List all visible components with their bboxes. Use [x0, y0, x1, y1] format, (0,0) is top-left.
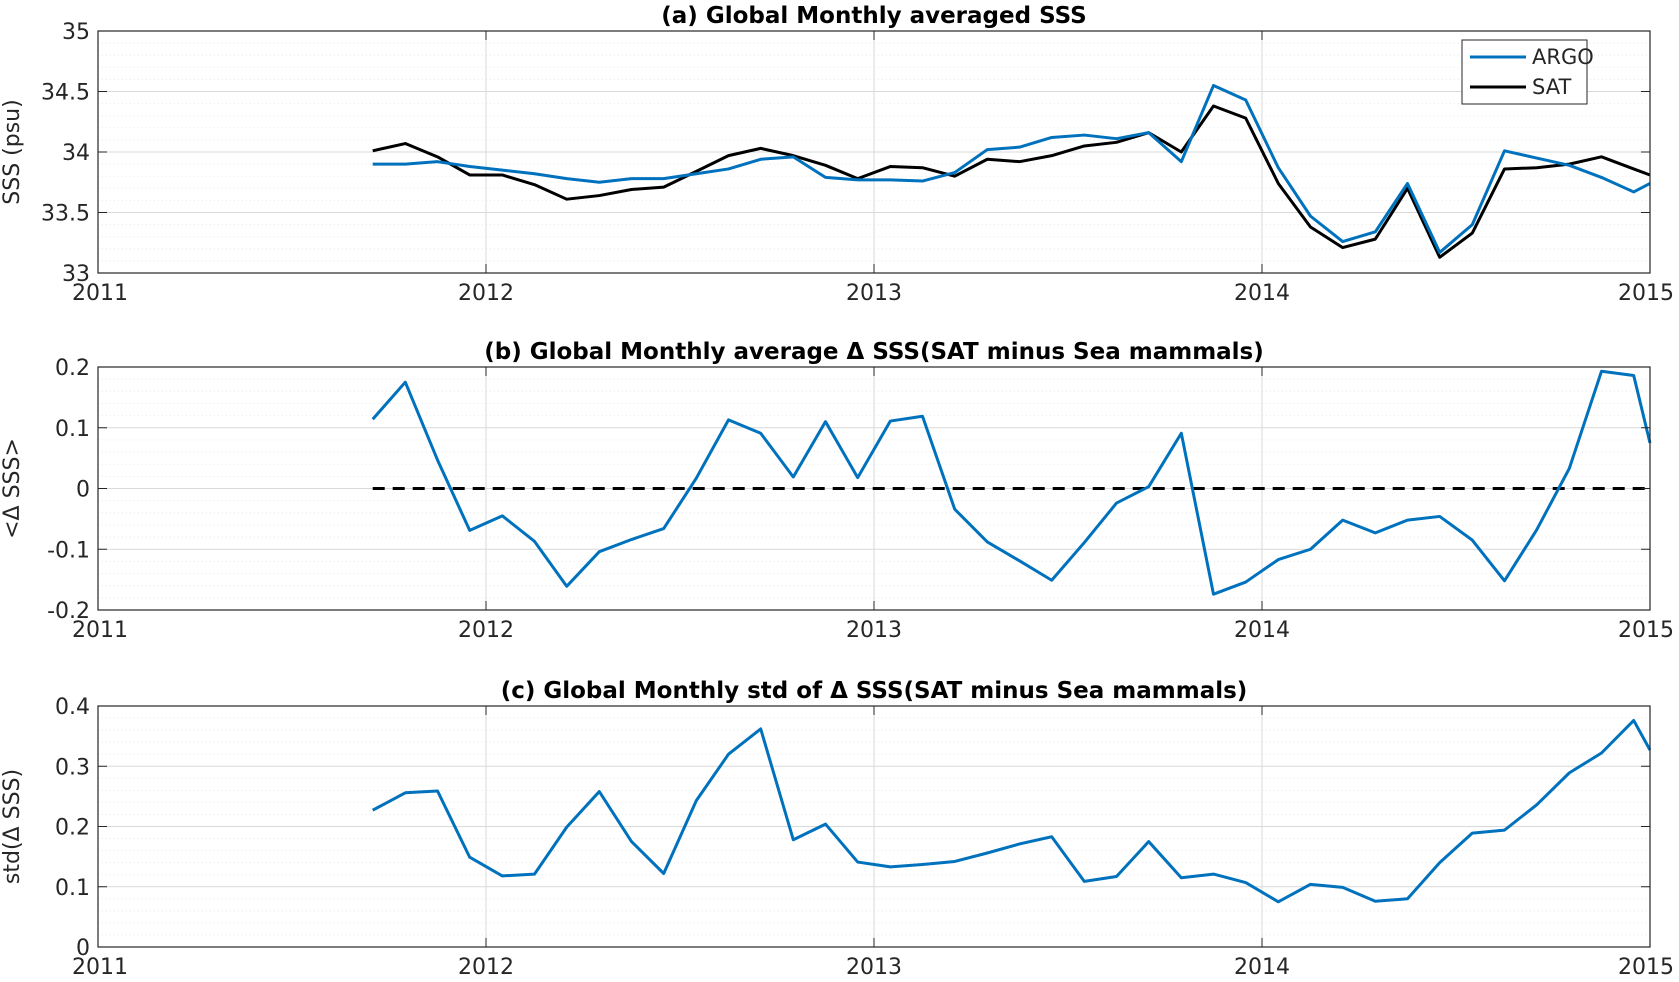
x-tick-label: 2011 — [72, 955, 128, 980]
panel-title: (a) Global Monthly averaged SSS — [661, 3, 1086, 29]
y-tick-label: 0.1 — [55, 876, 90, 901]
panel-a: 33 33.5 34 34.5 35 2011 2012 2013 2014 2015 (a) Gl… — [0, 3, 1674, 306]
x-tick-label: 2015 — [1618, 955, 1674, 980]
x-tick-label: 2015 — [1618, 281, 1674, 306]
sat-series-line — [372, 104, 1651, 259]
legend-label-argo: ARGO — [1532, 45, 1594, 69]
x-tick-label: 2012 — [458, 281, 514, 306]
x-tick-label: 2012 — [458, 618, 514, 643]
panel-c: 0 0.1 0.2 0.3 0.4 2011 2012 2013 2014 2015 (c) Glo… — [0, 678, 1674, 980]
x-tick-label: 2014 — [1234, 955, 1290, 980]
y-tick-label: 35 — [62, 20, 90, 45]
y-tick-label: 33.5 — [41, 202, 90, 227]
panel-b: -0.2 -0.1 0 0.1 0.2 2011 2012 2013 2014 2015 (b) G… — [0, 339, 1674, 643]
y-tick-label: 0.1 — [55, 417, 90, 442]
y-tick-label: 0.2 — [55, 816, 90, 841]
x-tick-label: 2014 — [1234, 281, 1290, 306]
y-axis-label: std(Δ SSS) — [0, 769, 25, 884]
y-tick-label: -0.2 — [47, 599, 90, 624]
y-axis-label: SSS (psu) — [0, 99, 25, 204]
legend-box — [1461, 39, 1588, 105]
panel-title: (c) Global Monthly std of Δ SSS(SAT minu… — [501, 678, 1248, 704]
panel-title: (b) Global Monthly average Δ SSS(SAT min… — [484, 339, 1264, 365]
y-tick-label: 34 — [62, 141, 90, 166]
x-tick-label: 2011 — [72, 281, 128, 306]
data-series-line — [371, 718, 1652, 904]
y-tick-label: 0.3 — [55, 755, 90, 780]
data-series-line — [371, 369, 1652, 596]
legend: ARGO SAT — [1461, 39, 1594, 105]
x-tick-label: 2013 — [846, 618, 902, 643]
x-tick-label: 2012 — [458, 955, 514, 980]
argo-series-line — [372, 83, 1651, 254]
legend-label-sat: SAT — [1532, 75, 1571, 99]
x-tick-label: 2015 — [1618, 618, 1674, 643]
y-tick-label: 0 — [76, 936, 90, 961]
x-tick-label: 2013 — [846, 281, 902, 306]
y-tick-label: 0.2 — [55, 356, 90, 381]
y-tick-label: 0 — [76, 478, 90, 503]
y-axis-label: <Δ SSS> — [0, 438, 25, 539]
y-tick-label: 0.4 — [55, 695, 90, 720]
y-tick-label: -0.1 — [47, 538, 90, 563]
y-tick-label: 34.5 — [41, 81, 90, 106]
y-tick-label: 33 — [62, 262, 90, 287]
x-tick-label: 2013 — [846, 955, 902, 980]
x-tick-label: 2014 — [1234, 618, 1290, 643]
x-tick-label: 2011 — [72, 618, 128, 643]
